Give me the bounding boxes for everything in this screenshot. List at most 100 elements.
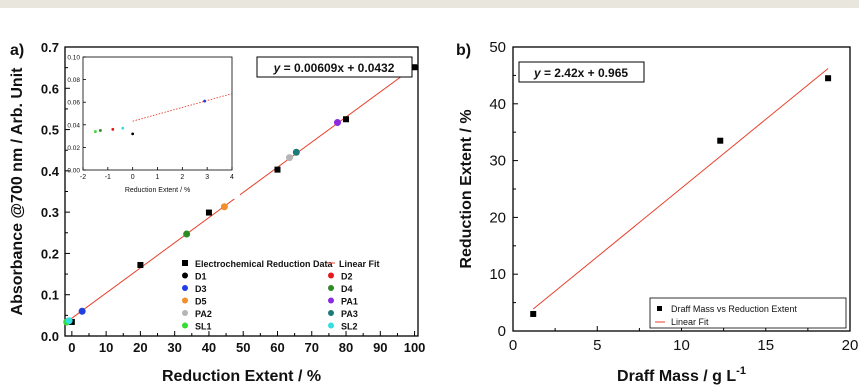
legend-entry-sl2: SL2	[341, 322, 358, 332]
panel-a-label: a)	[10, 42, 24, 59]
panel-b-data-point-square	[825, 75, 832, 82]
inset-data-point	[203, 99, 207, 103]
panel-b-y-tick-label: 0	[498, 323, 506, 340]
panel-b-x-tick-label: 5	[593, 337, 601, 354]
inset-y-tick-label: 0.06	[67, 100, 80, 107]
inset-y-tick-label: 0.10	[67, 55, 80, 62]
panel-a-data-point-square	[411, 64, 418, 71]
panel-a-data-point-sl2	[65, 317, 73, 325]
panel-b-x-tick-label: 15	[757, 337, 774, 354]
panel-b-legend-entry-data: Draff Mass vs Reduction Extent	[671, 304, 797, 314]
inset-data-point	[131, 132, 135, 136]
legend-entry-d5: D5	[195, 297, 207, 307]
legend-marker-pa2	[182, 310, 188, 316]
inset-x-axis-label: Reduction Extent / %	[125, 187, 190, 194]
panel-a-y-tick-label: 0.5	[41, 123, 59, 138]
inset-x-tick-label: 1	[156, 174, 160, 181]
legend-marker-d2	[328, 272, 334, 279]
panel-a-x-tick-label: 70	[305, 340, 319, 355]
panel-a-data-point-d3	[78, 307, 86, 315]
legend-entry-pa3: PA3	[341, 309, 358, 319]
panel-b-label: b)	[456, 42, 471, 59]
legend-marker-sl1	[182, 322, 188, 329]
panel-b-y-tick-label: 40	[489, 96, 506, 113]
panel-a-legend: Electrochemical Reduction Data Linear Fit…	[182, 259, 380, 332]
panel-a-y-axis-label: Absorbance @700 nm / Arb. Unit	[9, 67, 26, 316]
panel-b-data-point-square	[717, 137, 724, 144]
panel-a-x-axis-label: Reduction Extent / %	[162, 368, 321, 385]
panel-a-x-tick-label: 100	[404, 340, 426, 355]
inset-data-point	[111, 127, 115, 131]
inset-data-point	[94, 130, 97, 133]
panel-b-legend-box	[649, 297, 847, 329]
panel-b-y-tick-label: 50	[489, 39, 506, 56]
inset-x-tick-label: 0	[131, 174, 135, 181]
panel-b-fit-line	[532, 68, 829, 310]
legend-entry-sl1: SL1	[195, 322, 212, 332]
legend-entry-d1: D1	[195, 272, 207, 282]
inset-x-tick-label: -2	[80, 174, 86, 181]
legend-entry-d2: D2	[341, 272, 353, 282]
panel-b-equation: y = 2.42x + 0.965	[533, 66, 628, 80]
legend-marker-d5	[182, 297, 188, 304]
panel-a-y-tick-label: 0.0	[41, 329, 59, 344]
panel-a-equation-box	[256, 56, 413, 78]
inset-x-tick-label: 2	[180, 174, 184, 181]
panel-a-y-tick-label: 0.2	[41, 246, 59, 261]
panel-a-data-point-pa2	[285, 154, 293, 162]
top-divider	[0, 0, 859, 8]
panel-a-y-tick-label: 0.6	[41, 81, 59, 96]
panel-b-x-axis-label: Draff Mass / g L-1	[617, 365, 746, 385]
inset-data-point	[121, 126, 125, 130]
legend-entry-pa2: PA2	[195, 309, 212, 319]
panel-a-data-point-d5	[220, 203, 228, 211]
panel-a-y-tick-label: 0.7	[41, 40, 59, 55]
panel-a-data-point-square	[343, 116, 350, 123]
panel-a-x-tick-label: 30	[167, 340, 181, 355]
panel-b-y-axis-label: Reduction Extent / %	[458, 109, 475, 268]
panel-a-x-tick-label: 50	[236, 340, 250, 355]
legend-entry-d3: D3	[195, 284, 207, 294]
panel-a-data-point-square	[205, 209, 212, 216]
panel-a-y-tick-label: 0.3	[41, 205, 59, 220]
panel-b-y-tick-label: 10	[489, 266, 506, 283]
panel-a-x-tick-label: 60	[270, 340, 284, 355]
inset-y-tick-label: 0.08	[67, 77, 80, 84]
panel-a-y-tick-label: 0.1	[41, 288, 59, 303]
inset-y-tick-label: 0.00	[67, 168, 80, 175]
inset-x-tick-label: -1	[105, 174, 111, 181]
panel-a-x-tick-label: 40	[202, 340, 216, 355]
panel-b-x-tick-label: 0	[509, 337, 517, 354]
legend-entry-pa1: PA1	[341, 297, 358, 307]
panel-b-legend-entry-fit: Linear Fit	[671, 317, 709, 327]
panel-b-x-tick-label: 10	[673, 337, 690, 354]
panel-a-equation: y = 0.00609x + 0.0432	[273, 61, 395, 75]
panel-b-data-point-square	[530, 310, 537, 317]
panel-a-x-tick-label: 10	[99, 340, 113, 355]
panel-a-x-tick-label: 80	[339, 340, 353, 355]
legend-entry-d4: D4	[341, 284, 353, 294]
legend-marker-d1	[182, 272, 188, 279]
panel-a-data-point-pa3	[292, 148, 300, 156]
panel-a-fit-line	[64, 63, 419, 324]
inset-data-point	[98, 129, 102, 132]
panel-a-data-point-square	[274, 166, 281, 173]
legend-marker-sl2	[328, 322, 334, 329]
legend-marker-square	[182, 260, 188, 266]
inset-background	[70, 51, 240, 199]
inset-x-tick-label: 3	[205, 174, 209, 181]
inset-x-tick-label: 4	[230, 174, 234, 181]
panel-b-equation-box	[518, 61, 645, 83]
panel-a-data-point-square	[137, 261, 144, 268]
panel-a-x-tick-label: 0	[68, 340, 75, 355]
legend-marker-pa1	[328, 297, 334, 304]
panel-b-y-tick-label: 30	[489, 153, 506, 170]
panel-b-plot-frame	[512, 46, 851, 332]
panel-a-x-tick-label: 90	[373, 340, 387, 355]
panel-b-x-tick-label: 20	[842, 337, 859, 354]
legend-marker-d4	[328, 285, 334, 291]
panel-a-y-tick-label: 0.4	[41, 164, 60, 179]
legend-marker-d3	[182, 285, 188, 291]
inset-y-tick-label: 0.02	[67, 145, 80, 152]
